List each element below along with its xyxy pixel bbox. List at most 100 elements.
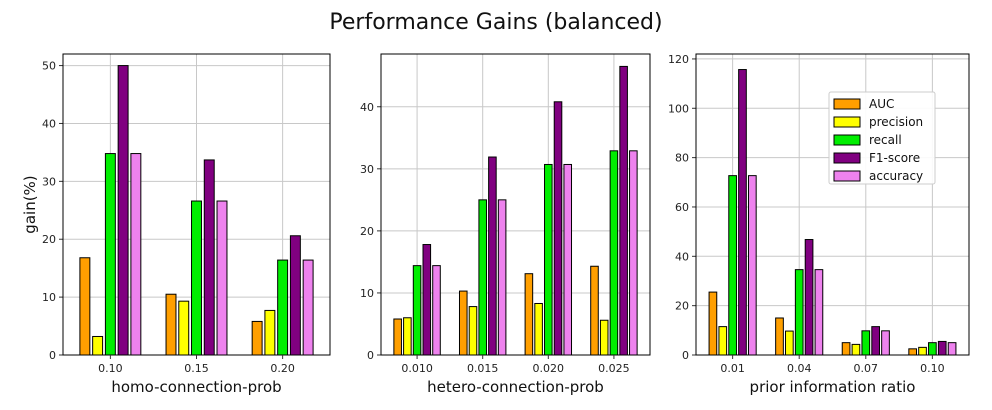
y-tick-label: 30: [360, 163, 374, 176]
bar: [534, 302, 543, 356]
bar: [609, 150, 619, 356]
y-tick-label: 20: [675, 300, 689, 313]
x-tick-label: 0.10: [920, 362, 945, 375]
legend-label: AUC: [869, 97, 894, 111]
bar: [203, 159, 215, 356]
bar: [497, 199, 507, 356]
bar: [738, 69, 747, 356]
y-tick-label: 120: [668, 53, 689, 66]
bar: [918, 346, 927, 356]
x-tick-label: 0.07: [854, 362, 879, 375]
y-tick-label: 20: [42, 233, 56, 246]
figure-title: Performance Gains (balanced): [329, 10, 663, 35]
axes-frame: [695, 53, 970, 356]
x-tick-label: 0.025: [598, 362, 630, 375]
bar: [804, 239, 814, 356]
y-tick-label: 20: [360, 225, 374, 238]
y-tick-label: 0: [682, 349, 689, 362]
bar: [814, 269, 824, 356]
x-tick-label: 0.010: [401, 362, 433, 375]
y-tick-label: 60: [675, 201, 689, 214]
legend-label: accuracy: [869, 169, 923, 183]
bar: [251, 320, 263, 356]
bar: [785, 330, 794, 356]
legend-label: recall: [869, 133, 902, 147]
x-axis-label: hetero-connection-prob: [427, 378, 604, 396]
legend-label: precision: [869, 115, 923, 129]
y-tick-label: 40: [42, 117, 56, 130]
x-tick-label: 0.020: [533, 362, 565, 375]
bar: [302, 259, 314, 356]
y-tick-label: 50: [42, 60, 56, 73]
x-tick-label: 0.15: [184, 362, 209, 375]
y-tick-label: 0: [49, 349, 56, 362]
bar: [563, 163, 573, 356]
bar: [432, 265, 441, 356]
bar: [117, 65, 129, 356]
bar: [599, 319, 609, 356]
bar: [590, 265, 599, 356]
bar: [629, 150, 638, 356]
legend-swatch: [833, 170, 861, 182]
y-tick-label: 10: [42, 291, 56, 304]
bar: [289, 235, 301, 356]
axes-frame: [380, 53, 651, 356]
bar: [747, 175, 757, 356]
x-axis-label: homo-connection-prob: [111, 378, 281, 396]
bar: [775, 317, 784, 356]
bar: [908, 348, 918, 356]
bar: [403, 317, 412, 356]
bar: [264, 309, 276, 356]
bar: [728, 175, 737, 356]
bar: [92, 335, 104, 356]
bar: [488, 156, 497, 356]
bar: [718, 326, 728, 356]
bar: [468, 306, 478, 356]
x-axis-label: prior information ratio: [750, 378, 916, 396]
bar: [422, 244, 432, 356]
bar: [937, 340, 947, 356]
x-tick-label: 0.20: [270, 362, 295, 375]
bar: [458, 290, 468, 356]
bar: [794, 269, 804, 356]
bar: [881, 330, 890, 356]
bar: [277, 259, 289, 356]
legend-label: F1-score: [869, 151, 920, 165]
bar: [553, 101, 563, 356]
y-tick-label: 10: [360, 287, 374, 300]
bar: [412, 265, 422, 356]
legend-swatch: [833, 134, 861, 146]
legend-swatch: [833, 116, 861, 128]
y-tick-label: 40: [675, 250, 689, 263]
bar: [544, 163, 553, 356]
bar: [191, 200, 202, 356]
y-axis-label: gain(%): [21, 175, 39, 233]
bar: [216, 200, 228, 356]
bar: [478, 199, 487, 356]
x-tick-label: 0.015: [467, 362, 499, 375]
bar: [104, 153, 116, 356]
y-tick-label: 40: [360, 101, 374, 114]
bar: [947, 342, 957, 356]
y-tick-label: 0: [367, 349, 374, 362]
bar: [619, 65, 628, 356]
bar: [79, 257, 91, 356]
legend-swatch: [833, 98, 861, 110]
bar: [871, 326, 880, 356]
bar: [841, 342, 851, 356]
y-tick-label: 100: [668, 102, 689, 115]
bar: [851, 343, 861, 356]
bar: [708, 291, 718, 356]
bar: [130, 153, 142, 356]
x-tick-label: 0.10: [98, 362, 123, 375]
bar: [524, 273, 534, 356]
bar: [165, 293, 177, 356]
x-tick-label: 0.01: [720, 362, 745, 375]
bar: [393, 318, 402, 356]
bar: [178, 300, 190, 356]
x-tick-label: 0.04: [787, 362, 812, 375]
bar: [928, 342, 937, 356]
legend-swatch: [833, 152, 861, 164]
y-tick-label: 80: [675, 152, 689, 165]
